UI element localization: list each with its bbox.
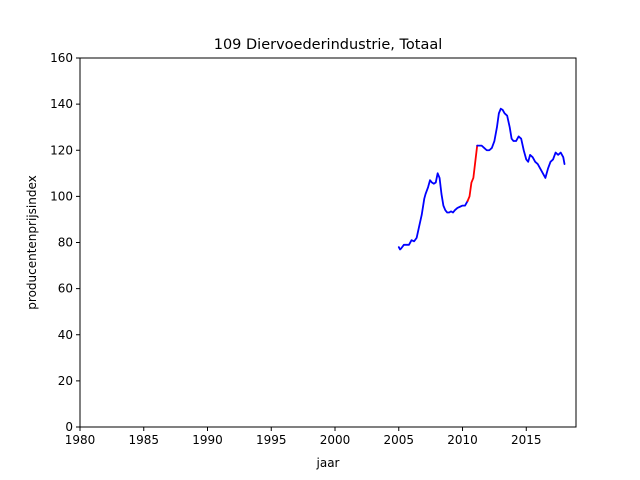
- x-tick-label: 2000: [320, 433, 351, 447]
- x-tick-label: 1990: [192, 433, 223, 447]
- y-tick-label: 80: [58, 236, 73, 250]
- series-line-2: [466, 144, 479, 202]
- x-tick-label: 2015: [511, 433, 542, 447]
- series-line-1: [397, 172, 469, 251]
- y-tick-label: 140: [50, 97, 73, 111]
- series-line-3: [476, 107, 566, 179]
- axes: 1980 1985 1990 1995 2000 2005 2010 2015 0 20 40 60 8…: [50, 51, 541, 447]
- chart-title: 109 Diervoederindustrie, Totaal: [214, 37, 443, 53]
- y-tick-label: 20: [58, 374, 73, 388]
- x-tick-label: 2010: [447, 433, 478, 447]
- y-axis-label: producentenprijsindex: [25, 175, 39, 309]
- x-tick-label: 1980: [65, 433, 96, 447]
- y-tick-label: 160: [50, 51, 73, 65]
- x-tick-label: 2005: [383, 433, 414, 447]
- y-tick-label: 0: [65, 420, 73, 434]
- x-axis-label: jaar: [316, 456, 340, 470]
- axes-frame: [79, 57, 577, 428]
- plot-area: [397, 107, 566, 251]
- y-tick-label: 100: [50, 189, 73, 203]
- y-tick-label: 120: [50, 143, 73, 157]
- y-tick-label: 60: [58, 282, 73, 296]
- x-tick-label: 1985: [128, 433, 159, 447]
- x-tick-label: 1995: [256, 433, 287, 447]
- y-tick-label: 40: [58, 328, 73, 342]
